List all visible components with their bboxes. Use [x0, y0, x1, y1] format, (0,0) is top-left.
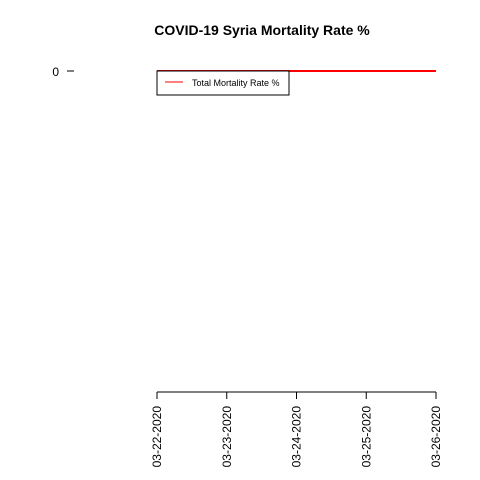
- legend-label: Total Mortality Rate %: [192, 78, 280, 88]
- x-tick-label: 03-25-2020: [359, 406, 373, 468]
- x-axis-ticks: 03-22-2020 03-23-2020 03-24-2020 03-25-2020…: [150, 392, 443, 467]
- legend: Total Mortality Rate %: [156, 70, 290, 96]
- x-tick-label: 03-22-2020: [150, 406, 164, 468]
- x-tick-label: 03-23-2020: [220, 406, 234, 468]
- legend-box: [156, 70, 290, 96]
- x-tick-label: 03-26-2020: [429, 406, 443, 468]
- y-tick-label: 0: [52, 65, 59, 79]
- x-tick-label: 03-24-2020: [290, 406, 304, 468]
- chart-title: COVID-19 Syria Mortality Rate %: [154, 22, 370, 38]
